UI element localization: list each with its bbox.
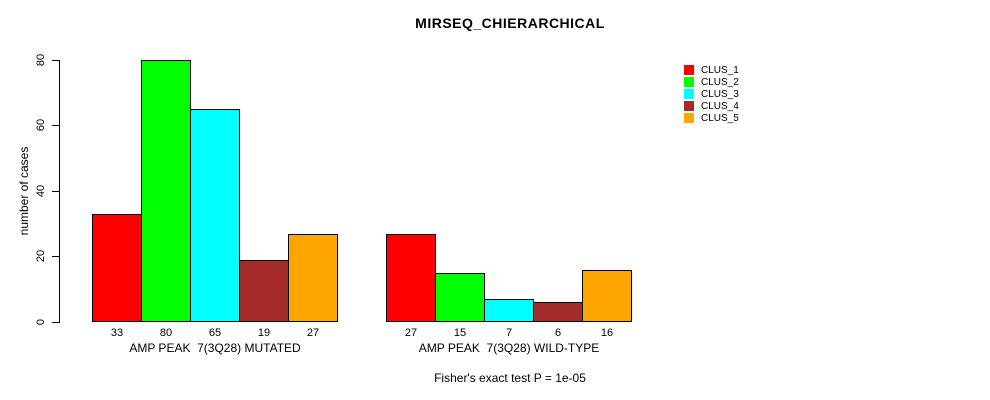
legend-item-clus_2: CLUS_2	[684, 76, 739, 88]
bar-value-clus_3-group2: 7	[505, 327, 513, 339]
legend-swatch-clus_4	[684, 101, 694, 111]
legend-label-clus_3: CLUS_3	[701, 88, 739, 100]
bar-clus_4-group2	[533, 302, 583, 322]
bar-value-clus_3-group1: 65	[208, 327, 222, 339]
bar-clus_2-group2	[435, 273, 485, 322]
bar-value-clus_4-group2: 6	[554, 327, 562, 339]
legend: CLUS_1 CLUS_2 CLUS_3 CLUS_4 CLUS_5	[684, 64, 739, 124]
legend-swatch-clus_1	[684, 65, 694, 75]
legend-label-clus_5: CLUS_5	[701, 112, 739, 124]
bar-value-clus_1-group1: 33	[110, 327, 124, 339]
bar-value-clus_5-group1: 27	[306, 327, 320, 339]
bar-clus_2-group1	[141, 60, 191, 322]
fisher-test-annotation: Fisher's exact test P = 1e-05	[434, 371, 586, 385]
y-tick-mark-80	[52, 60, 59, 61]
y-tick-label-40: 40	[35, 184, 47, 198]
y-tick-label-0: 0	[35, 318, 47, 326]
group-label-wild-type: AMP PEAK 7(3Q28) WILD-TYPE	[418, 341, 600, 355]
y-axis-label: number of cases	[17, 146, 31, 236]
y-tick-mark-0	[52, 322, 59, 323]
bar-clus_1-group1	[92, 214, 142, 322]
y-tick-mark-40	[52, 191, 59, 192]
y-tick-label-80: 80	[35, 53, 47, 67]
bar-clus_4-group1	[239, 260, 289, 322]
legend-label-clus_4: CLUS_4	[701, 100, 739, 112]
bar-clus_5-group1	[288, 234, 338, 322]
y-tick-label-20: 20	[35, 249, 47, 263]
y-tick-mark-60	[52, 125, 59, 126]
bar-value-clus_2-group2: 15	[453, 327, 467, 339]
group-label-mutated: AMP PEAK 7(3Q28) MUTATED	[129, 341, 301, 355]
bar-clus_5-group2	[582, 270, 632, 322]
bar-value-clus_1-group2: 27	[404, 327, 418, 339]
bar-value-clus_2-group1: 80	[159, 327, 173, 339]
legend-swatch-clus_5	[684, 113, 694, 123]
legend-swatch-clus_3	[684, 89, 694, 99]
bar-value-clus_4-group1: 19	[257, 327, 271, 339]
bar-value-clus_5-group2: 16	[600, 327, 614, 339]
bar-clus_1-group2	[386, 234, 436, 322]
legend-item-clus_4: CLUS_4	[684, 100, 739, 112]
legend-item-clus_3: CLUS_3	[684, 88, 739, 100]
y-tick-label-60: 60	[35, 118, 47, 132]
chart-title: MIRSEQ_CHIERARCHICAL	[415, 15, 605, 31]
legend-label-clus_1: CLUS_1	[701, 64, 739, 76]
legend-item-clus_1: CLUS_1	[684, 64, 739, 76]
legend-swatch-clus_2	[684, 77, 694, 87]
y-tick-mark-20	[52, 256, 59, 257]
bar-clus_3-group1	[190, 109, 240, 322]
y-axis	[59, 60, 60, 323]
legend-label-clus_2: CLUS_2	[701, 76, 739, 88]
bar-clus_3-group2	[484, 299, 534, 322]
legend-item-clus_5: CLUS_5	[684, 112, 739, 124]
